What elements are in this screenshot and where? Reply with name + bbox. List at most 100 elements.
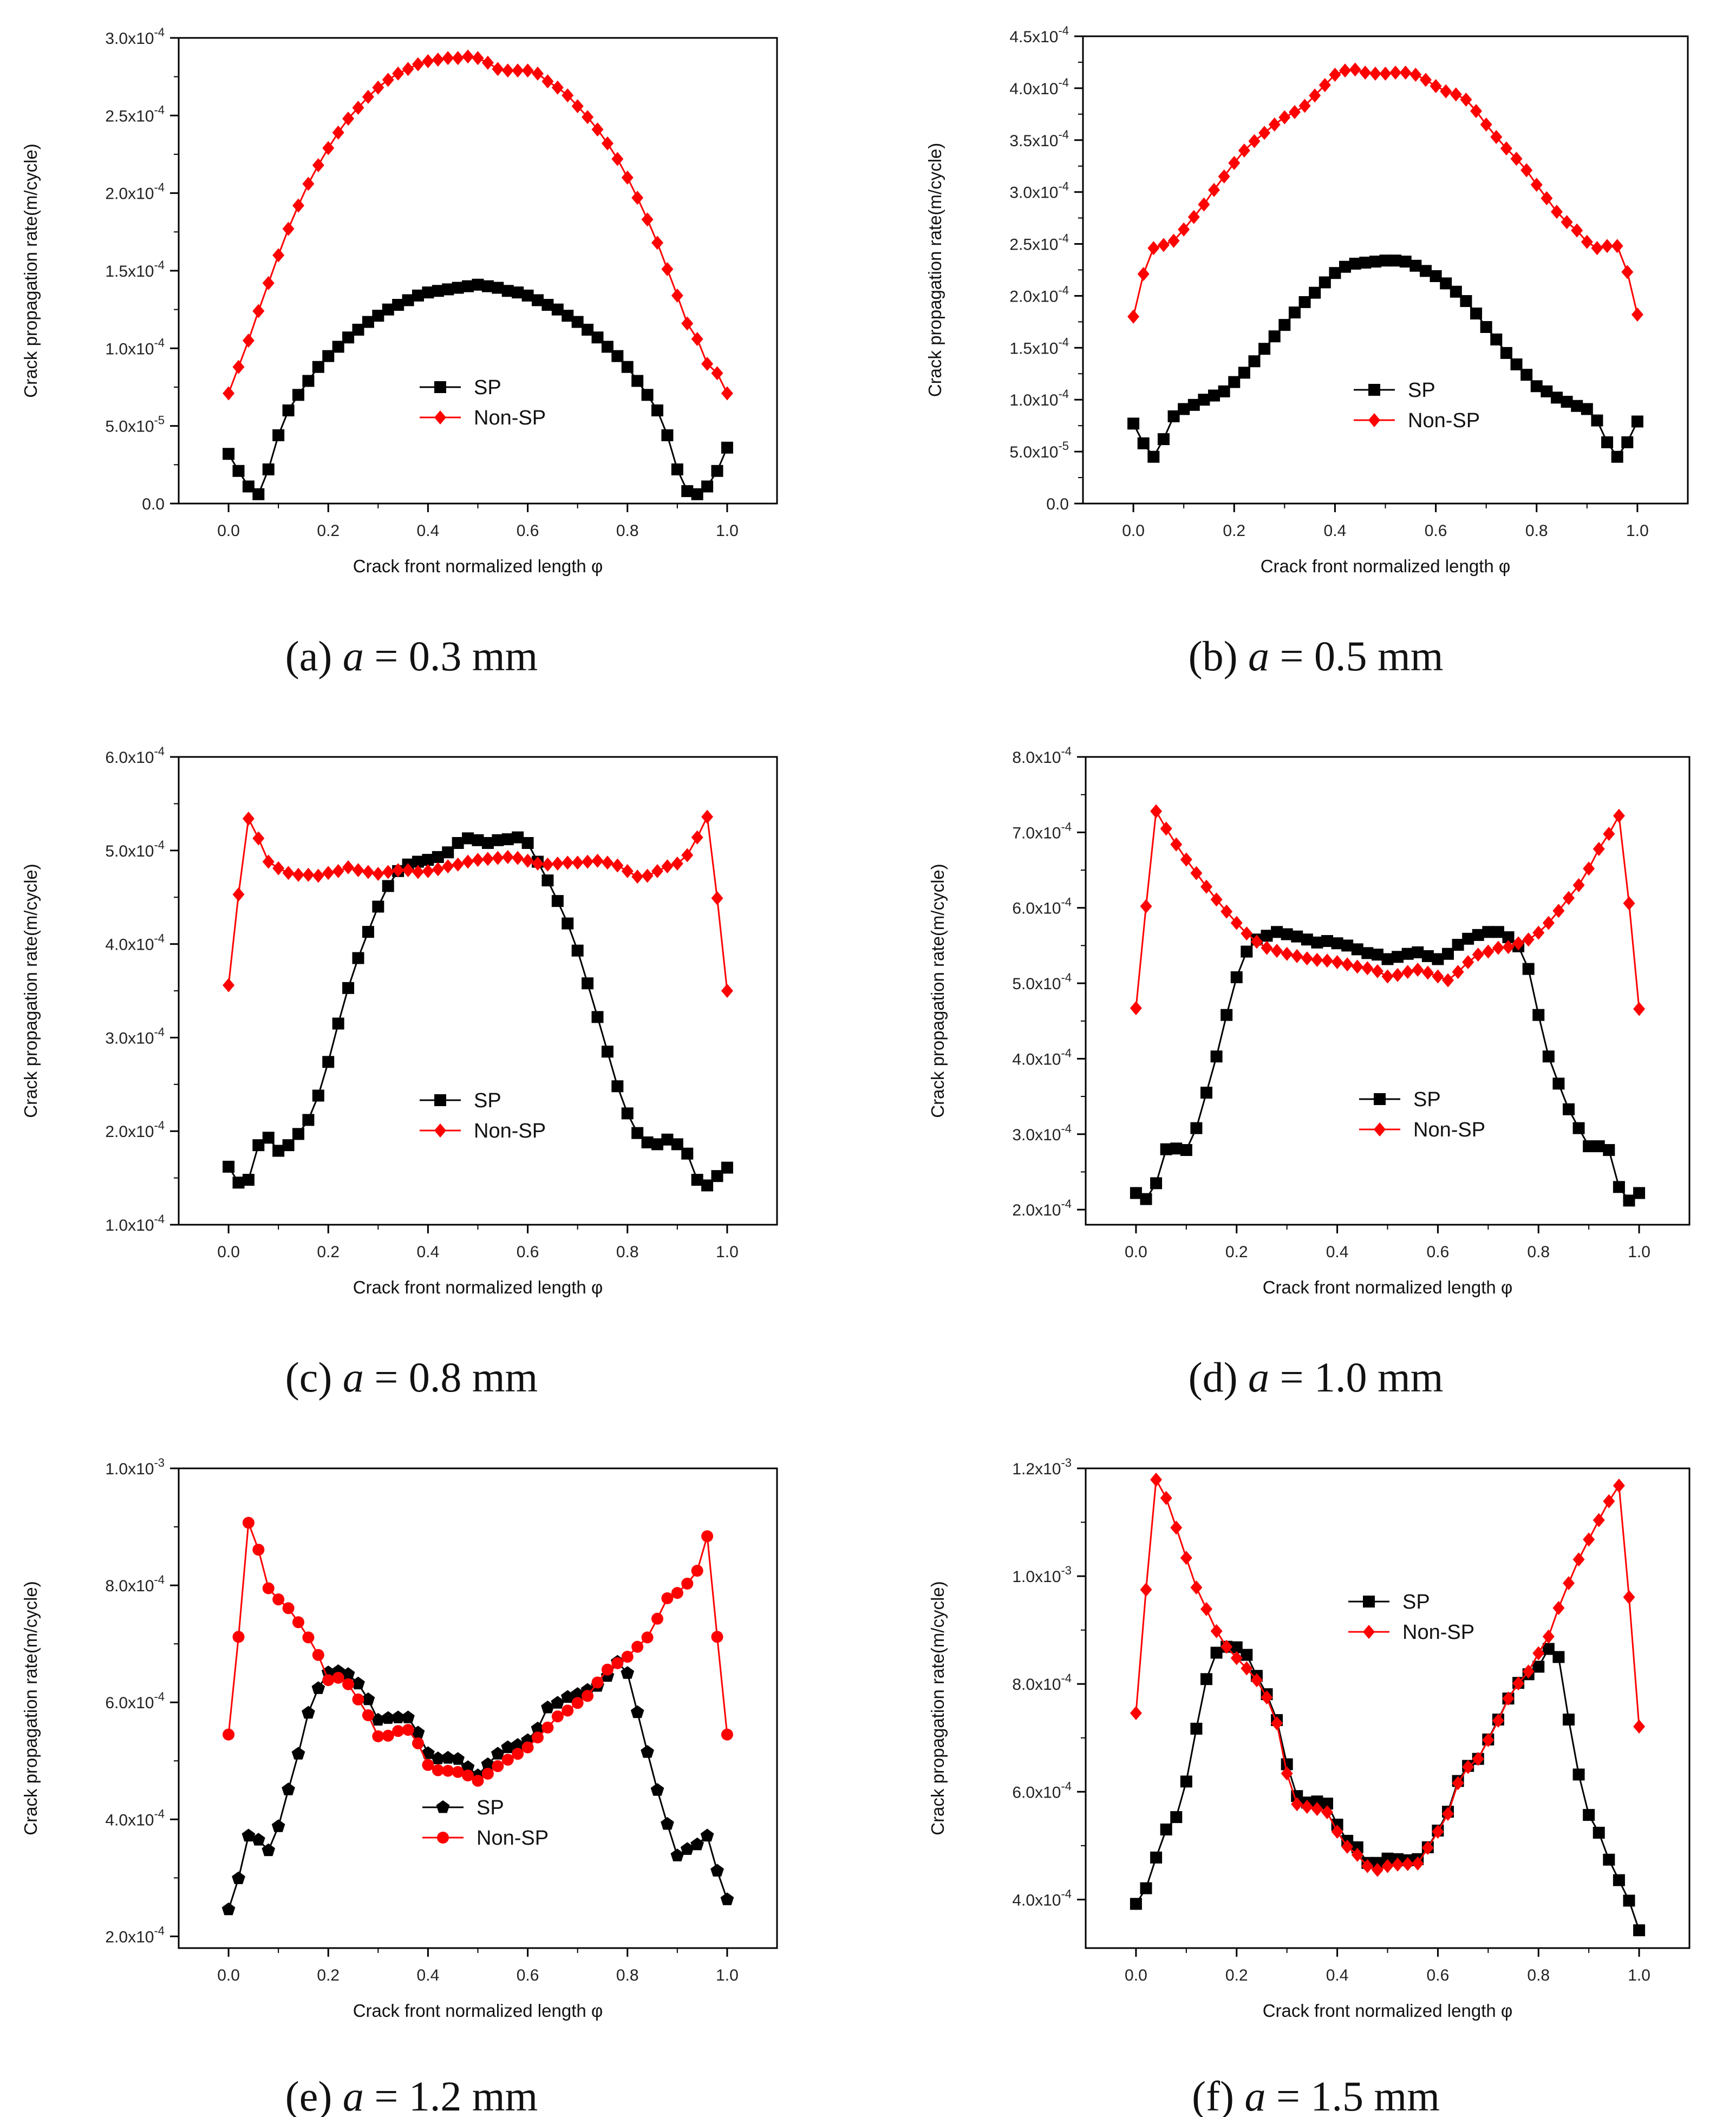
- data-point: [1611, 239, 1623, 253]
- data-point: [631, 191, 644, 205]
- series-sp: [1130, 926, 1646, 1207]
- data-point: [232, 1871, 245, 1884]
- data-point: [1623, 1894, 1635, 1907]
- data-point: [1351, 1847, 1363, 1862]
- data-point: [1200, 1087, 1212, 1099]
- data-point: [322, 1674, 335, 1687]
- y-axis-title: Crack propagation rate(m/cycle): [21, 143, 41, 398]
- data-point: [1412, 946, 1424, 958]
- x-axis-title: Crack front normalized length φ: [1263, 2001, 1513, 2021]
- data-point: [1258, 343, 1271, 355]
- data-point: [611, 858, 624, 873]
- data-point: [452, 1766, 464, 1778]
- data-point: [312, 1089, 324, 1102]
- data-point: [481, 1757, 495, 1770]
- data-point: [1500, 347, 1512, 359]
- data-point: [372, 1730, 384, 1742]
- data-point: [721, 1161, 733, 1174]
- data-point: [562, 310, 574, 322]
- data-point: [432, 862, 444, 877]
- data-point: [1552, 1651, 1565, 1663]
- y-tick-label: 1.0x10-4: [105, 1212, 165, 1234]
- data-point: [1150, 1177, 1163, 1190]
- data-point: [1301, 951, 1313, 966]
- data-point: [1591, 241, 1603, 256]
- y-tick-label: 8.0x10-4: [105, 1573, 165, 1595]
- data-point: [1611, 450, 1623, 463]
- data-point: [1432, 1824, 1444, 1839]
- data-point: [571, 1697, 584, 1709]
- data-point: [601, 855, 614, 870]
- data-point: [223, 448, 235, 460]
- data-point: [472, 834, 484, 846]
- data-point: [1178, 403, 1190, 415]
- data-point: [461, 1760, 475, 1773]
- data-point: [432, 285, 444, 297]
- panel-caption: (c) a = 0.8 mm: [285, 1354, 538, 1401]
- y-tick-label: 3.0x10-4: [1012, 1122, 1072, 1144]
- data-point: [1261, 930, 1273, 942]
- data-point: [492, 282, 504, 294]
- data-point: [223, 1728, 235, 1741]
- data-point: [631, 1127, 644, 1139]
- y-tick-label: 6.0x10-4: [105, 744, 165, 767]
- x-tick-label: 0.4: [417, 1966, 440, 1984]
- data-point: [1440, 277, 1452, 290]
- chart-b: 0.0 0.2 0.4 0.6 0.8 1.0 0.0 5.0x10-5 1.0x10-4 1.5…: [925, 24, 1689, 679]
- data-point: [481, 837, 494, 849]
- x-tick-label: 0.0: [1125, 1243, 1147, 1261]
- panel-caption: (d) a = 1.0 mm: [1189, 1354, 1444, 1401]
- x-tick-label: 0.8: [616, 1966, 639, 1984]
- data-point: [342, 331, 355, 344]
- data-point: [292, 389, 304, 401]
- data-point: [312, 158, 324, 173]
- data-point: [1502, 931, 1515, 944]
- y-tick-label: 3.0x10-4: [1009, 180, 1069, 202]
- data-point: [1583, 1809, 1595, 1821]
- data-point: [352, 952, 364, 964]
- data-point: [462, 1769, 474, 1782]
- data-point: [591, 331, 604, 344]
- data-point: [1430, 270, 1442, 283]
- x-tick-label: 0.2: [1225, 1966, 1248, 1984]
- x-tick-label: 0.4: [417, 522, 440, 540]
- data-point: [292, 1616, 304, 1629]
- series-line: [1132, 259, 1639, 459]
- data-point: [1210, 1646, 1223, 1659]
- data-point: [361, 1692, 375, 1706]
- data-point: [1601, 239, 1614, 253]
- x-tick-label: 0.4: [417, 1243, 440, 1261]
- data-point: [512, 63, 524, 78]
- data-point: [372, 310, 384, 322]
- data-point: [1351, 1841, 1363, 1853]
- data-point: [721, 1728, 733, 1741]
- data-point: [571, 855, 584, 870]
- data-point: [1603, 1144, 1615, 1156]
- data-point: [462, 854, 474, 869]
- data-point: [1572, 1768, 1585, 1781]
- data-point: [1329, 67, 1341, 82]
- y-tick-label: 4.5x10-4: [1009, 24, 1069, 46]
- y-tick-label: 1.2x10-3: [1012, 1456, 1072, 1478]
- data-point: [1228, 155, 1241, 170]
- data-point: [1571, 223, 1583, 238]
- data-point: [1379, 67, 1392, 81]
- data-point: [462, 832, 474, 845]
- data-point: [651, 1612, 663, 1625]
- x-tick-label: 0.8: [616, 522, 639, 540]
- data-point: [1309, 286, 1321, 299]
- data-point: [1472, 948, 1484, 962]
- x-tick-label: 0.8: [1527, 1966, 1550, 1984]
- data-point: [372, 867, 384, 881]
- data-point: [1500, 141, 1512, 156]
- data-point: [1319, 78, 1331, 93]
- data-point: [1460, 92, 1472, 107]
- data-point: [1301, 933, 1313, 946]
- data-point: [1130, 1001, 1142, 1016]
- data-point: [262, 463, 275, 475]
- data-point: [1127, 417, 1140, 430]
- data-point: [422, 864, 434, 878]
- data-point: [601, 1046, 614, 1058]
- data-point: [1470, 104, 1483, 119]
- data-point: [711, 1170, 723, 1182]
